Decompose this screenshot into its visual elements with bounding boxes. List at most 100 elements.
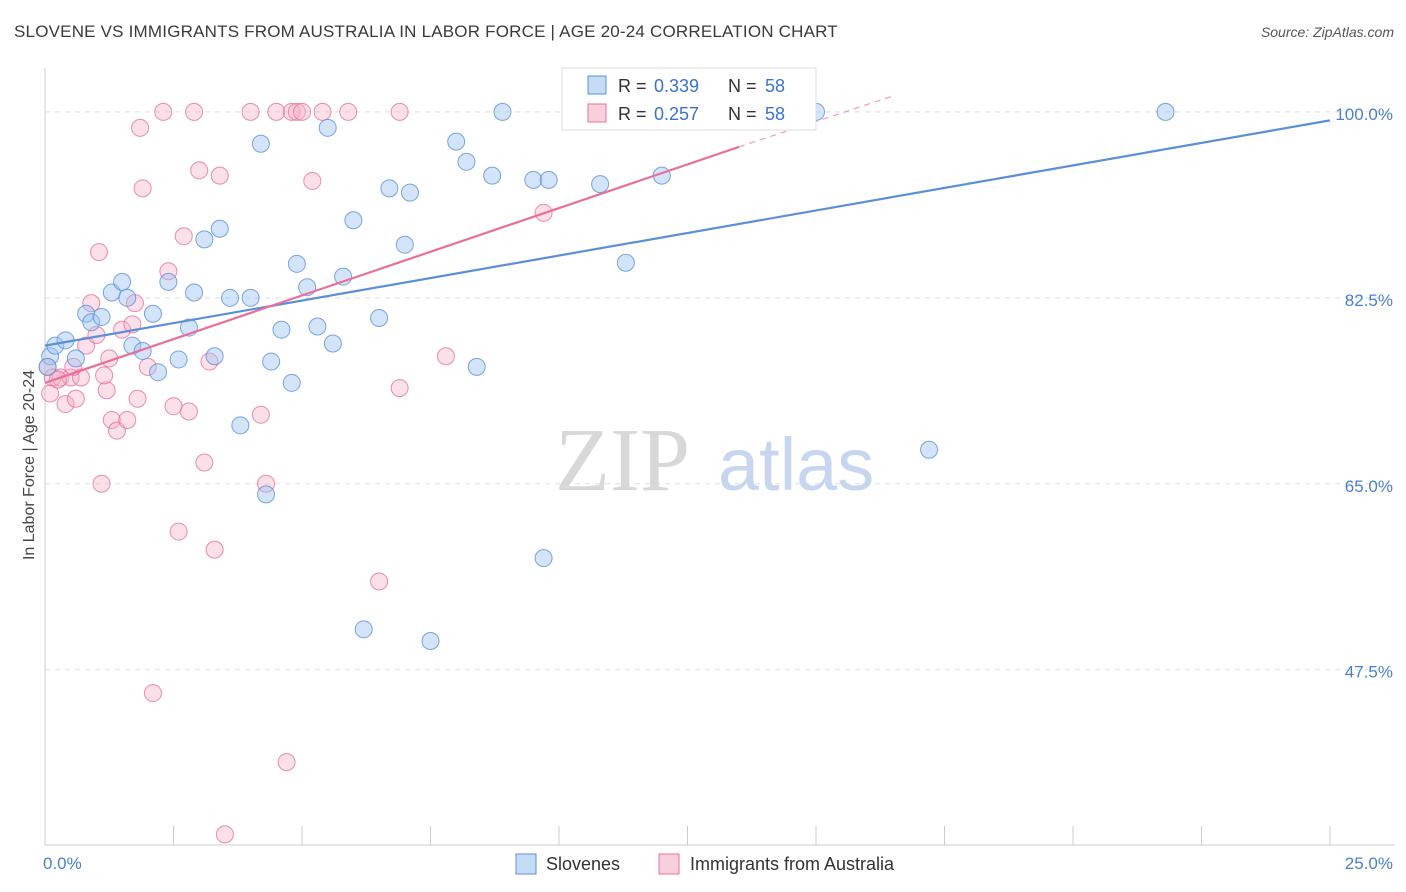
series-slovenes-points <box>38 102 1175 650</box>
legend-r-value-2: 0.257 <box>654 104 699 124</box>
slovenes-point-6 <box>92 307 111 326</box>
legend-r-value-1: 0.339 <box>654 76 699 96</box>
y-tick-label-0: 100.0% <box>1335 105 1393 124</box>
slovenes-point-33 <box>323 334 342 353</box>
trend-lines <box>44 95 1331 384</box>
slovenes-point-48 <box>534 549 553 568</box>
bottom-legend-swatch-slovenes <box>515 853 537 875</box>
slovenes-point-15 <box>169 350 188 369</box>
slovenes-point-12 <box>143 304 162 323</box>
immigrants-point-42 <box>277 753 296 772</box>
immigrants-point-28 <box>169 522 188 541</box>
slovenes-point-19 <box>205 347 224 366</box>
immigrants-point-11 <box>89 243 108 262</box>
legend-n-value-1: 58 <box>765 76 785 96</box>
slovenes-point-49 <box>539 170 558 189</box>
slovenes-point-20 <box>210 219 229 238</box>
slovenes-point-23 <box>241 288 260 307</box>
slovenes-point-44 <box>467 357 486 376</box>
immigrants-point-27 <box>164 397 183 416</box>
slovenes-point-57 <box>38 357 57 376</box>
slovenes-point-55 <box>920 440 939 459</box>
slovenes-point-13 <box>149 363 168 382</box>
slovenes-point-28 <box>282 373 301 392</box>
immigrants-point-50 <box>370 572 389 591</box>
immigrants-point-13 <box>97 381 116 400</box>
slovenes-point-37 <box>370 309 389 327</box>
slovenes-point-0 <box>41 347 60 366</box>
slovenes-point-21 <box>221 288 240 307</box>
legend-swatch-slovenes <box>587 75 607 95</box>
immigrants-point-38 <box>241 102 260 121</box>
series-immigrants-from-australia-points <box>38 102 553 844</box>
immigrants-point-14 <box>102 411 121 429</box>
immigrants-point-20 <box>128 389 147 408</box>
immigrants-point-4 <box>56 395 75 414</box>
slovenes-point-36 <box>354 620 373 639</box>
slovenes-point-4 <box>77 304 96 323</box>
y-tick-label-1: 82.5% <box>1345 291 1393 310</box>
watermark-zip: ZIP <box>555 411 690 510</box>
immigrants-point-17 <box>118 411 137 429</box>
grid-lines <box>45 111 1395 671</box>
slovenes-point-25 <box>257 485 276 504</box>
x-tick-labels: 0.0% 25.0% <box>43 854 1393 873</box>
immigrants-point-25 <box>154 102 173 121</box>
immigrants-point-6 <box>66 389 85 408</box>
bottom-legend-swatch-immigrants <box>658 853 680 875</box>
slovenes-point-40 <box>400 183 419 202</box>
immigrants-point-41 <box>267 102 286 121</box>
slovenes-point-24 <box>251 134 270 153</box>
immigrants-point-40 <box>257 474 276 493</box>
legend-n-value-2: 58 <box>765 104 785 124</box>
immigrants-point-26 <box>159 262 178 281</box>
immigrants-point-24 <box>143 684 162 703</box>
watermark-atlas: atlas <box>718 423 874 506</box>
axes <box>44 68 1395 846</box>
bottom-legend: Slovenes Immigrants from Australia <box>515 853 895 875</box>
slovenes-point-29 <box>287 254 306 273</box>
immigrants-point-47 <box>313 102 332 121</box>
slovenes-point-56 <box>1156 102 1175 121</box>
immigrants-point-52 <box>436 347 455 366</box>
immigrants-point-44 <box>287 102 306 121</box>
immigrants-point-33 <box>195 453 214 472</box>
immigrants-point-22 <box>133 179 152 198</box>
slovenes-point-11 <box>133 341 152 360</box>
immigrants-point-48 <box>339 102 358 121</box>
immigrants-point-12 <box>92 474 111 493</box>
immigrants-point-51 <box>390 379 409 398</box>
slovenes-point-5 <box>82 313 101 332</box>
source-credit: Source: ZipAtlas.com <box>1260 24 1394 40</box>
slovenes-point-45 <box>483 166 502 185</box>
immigrants-point-39 <box>251 405 270 424</box>
slovenes-trend-line <box>44 119 1331 347</box>
x-tick-label-0: 0.0% <box>43 854 82 873</box>
chart-title: SLOVENE VS IMMIGRANTS FROM AUSTRALIA IN … <box>14 22 838 41</box>
immigrants-point-49 <box>390 102 409 121</box>
immigrants-point-32 <box>190 161 209 180</box>
immigrants-trend-line <box>44 145 740 384</box>
immigrants-point-46 <box>303 171 322 190</box>
slovenes-point-18 <box>195 230 214 249</box>
legend-n-label-1: N = <box>728 76 757 96</box>
immigrants-point-36 <box>210 166 229 185</box>
immigrants-point-21 <box>131 118 150 137</box>
slovenes-point-43 <box>457 152 476 171</box>
bottom-legend-slovenes: Slovenes <box>546 854 620 874</box>
legend-r-label-1: R = <box>618 76 647 96</box>
immigrants-point-56 <box>95 366 114 385</box>
immigrants-point-54 <box>48 370 67 389</box>
y-tick-label-2: 65.0% <box>1345 477 1393 496</box>
immigrants-point-7 <box>71 368 90 387</box>
slovenes-point-26 <box>262 352 281 371</box>
slovenes-point-22 <box>231 416 250 435</box>
immigrants-point-45 <box>293 102 311 121</box>
slovenes-point-47 <box>524 170 543 189</box>
slovenes-point-46 <box>493 102 512 121</box>
slovenes-point-9 <box>118 288 137 307</box>
y-tick-labels: 100.0% 82.5% 65.0% 47.5% <box>1335 105 1393 682</box>
slovenes-point-35 <box>344 211 363 230</box>
y-tick-label-3: 47.5% <box>1345 663 1393 682</box>
